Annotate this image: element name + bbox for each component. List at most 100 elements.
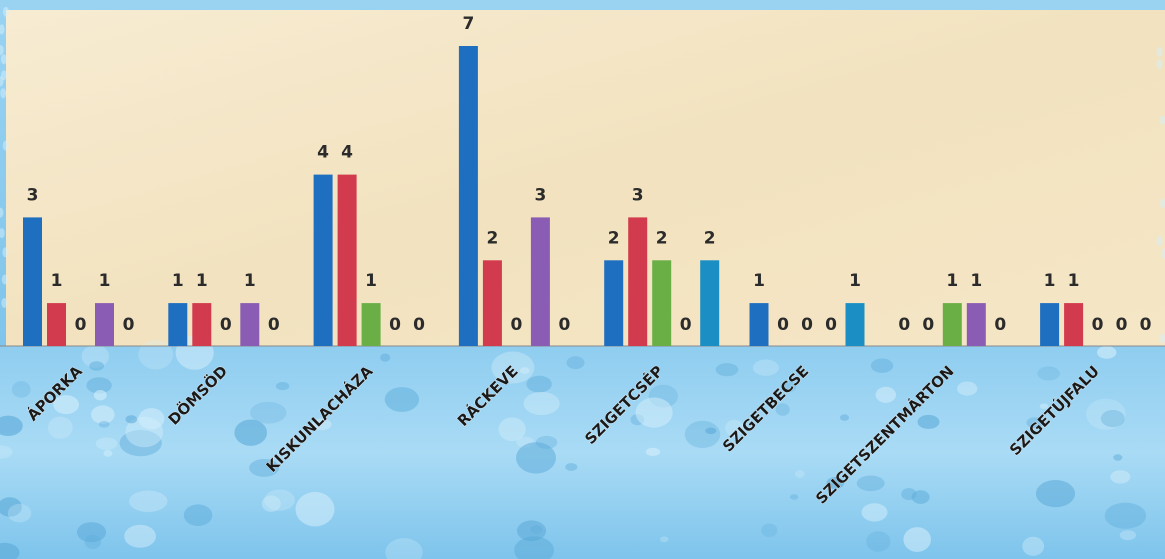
water-droplet	[826, 477, 845, 489]
water-droplet	[124, 524, 156, 548]
water-droplet	[2, 6, 9, 17]
water-droplet	[866, 531, 891, 552]
bar	[966, 303, 986, 346]
water-droplet	[861, 503, 888, 522]
water-droplet	[1110, 470, 1131, 484]
water-droplet	[519, 367, 530, 374]
water-droplet	[725, 419, 744, 437]
water-droplet	[234, 419, 267, 446]
data-label: 1	[244, 271, 256, 291]
water-droplet	[1156, 235, 1163, 246]
water-droplet	[1156, 59, 1163, 70]
data-label: 0	[801, 315, 813, 335]
water-droplet	[1100, 410, 1125, 428]
bar	[845, 303, 865, 346]
data-label: 2	[704, 228, 716, 248]
water-droplet	[1, 298, 8, 308]
water-droplet	[0, 24, 5, 35]
data-label: 1	[946, 271, 958, 291]
water-droplet	[264, 489, 295, 511]
water-droplet	[530, 525, 543, 534]
water-droplet	[0, 45, 4, 56]
data-label: 0	[777, 315, 789, 335]
water-droplet	[86, 377, 112, 394]
water-droplet	[98, 421, 110, 428]
water-droplet	[1037, 366, 1060, 381]
water-droplet	[1097, 346, 1117, 359]
water-droplet	[781, 381, 797, 393]
water-droplet	[311, 418, 332, 431]
water-droplet	[138, 339, 174, 370]
water-droplet	[53, 395, 79, 415]
water-droplet	[128, 490, 168, 513]
water-droplet	[95, 437, 118, 451]
data-label: 4	[341, 143, 353, 163]
data-label: 1	[849, 271, 861, 291]
data-label: 0	[220, 315, 232, 335]
data-label: 2	[486, 228, 498, 248]
water-droplet	[957, 381, 978, 396]
water-droplet	[761, 523, 778, 538]
water-droplet	[84, 534, 102, 550]
water-droplet	[715, 363, 739, 377]
water-droplet	[1113, 454, 1123, 461]
data-label: 3	[632, 185, 644, 205]
data-label: 0	[1092, 315, 1104, 335]
water-droplet	[911, 490, 930, 504]
water-droplet	[1026, 417, 1044, 428]
bar	[240, 303, 260, 346]
data-label: 1	[1044, 271, 1056, 291]
water-droplet	[565, 463, 578, 471]
bar	[458, 46, 478, 346]
data-label: 4	[317, 143, 329, 163]
water-droplet	[645, 447, 661, 456]
bar	[313, 174, 333, 346]
water-droplet	[523, 391, 560, 416]
bar	[700, 260, 720, 346]
water-droplet	[0, 415, 23, 436]
water-droplet	[0, 445, 13, 459]
water-droplet	[0, 54, 7, 65]
water-droplet	[1156, 47, 1163, 57]
water-droplet	[250, 401, 287, 424]
water-droplet	[903, 527, 931, 552]
bar	[1064, 303, 1084, 346]
parchment-plot-area	[6, 10, 1165, 346]
water-droplet	[81, 344, 110, 368]
water-droplet	[119, 430, 162, 457]
water-droplet	[870, 358, 894, 373]
data-label: 1	[172, 271, 184, 291]
data-label: 0	[680, 315, 692, 335]
data-label: 3	[27, 185, 39, 205]
data-label: 0	[1140, 315, 1152, 335]
water-droplet	[1159, 198, 1165, 209]
data-label: 0	[922, 315, 934, 335]
water-droplet	[125, 415, 138, 424]
data-label: 2	[608, 228, 620, 248]
data-label: 7	[462, 14, 474, 34]
water-droplet	[635, 397, 673, 428]
water-droplet	[0, 207, 4, 218]
water-droplet	[249, 459, 280, 477]
water-droplet	[1, 274, 8, 285]
water-droplet	[275, 382, 290, 391]
bar	[1040, 303, 1060, 346]
bar	[628, 217, 648, 346]
water-axis-area	[0, 346, 1165, 559]
water-droplet	[684, 420, 721, 449]
water-droplet	[2, 140, 9, 151]
water-droplet	[138, 408, 165, 430]
data-label: 1	[365, 271, 377, 291]
data-label: 0	[558, 315, 570, 335]
water-droplet	[1086, 398, 1126, 430]
water-droplet	[1159, 333, 1165, 344]
water-droplet	[2, 247, 9, 258]
data-label: 3	[534, 185, 546, 205]
water-droplet	[1039, 403, 1049, 409]
water-droplet	[1161, 248, 1165, 259]
data-label: 0	[389, 315, 401, 335]
water-droplet	[183, 504, 213, 526]
bar	[361, 303, 381, 346]
